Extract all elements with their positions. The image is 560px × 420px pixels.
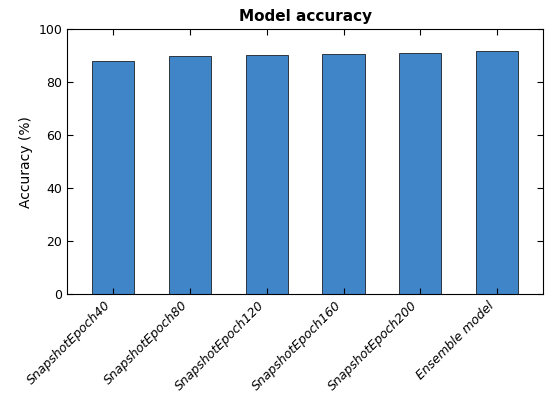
Bar xyxy=(323,54,365,294)
Bar xyxy=(399,53,441,294)
Bar xyxy=(92,60,134,294)
Bar xyxy=(169,56,211,294)
Bar xyxy=(246,55,288,294)
Y-axis label: Accuracy (%): Accuracy (%) xyxy=(19,116,33,207)
Title: Model accuracy: Model accuracy xyxy=(239,9,372,24)
Bar xyxy=(476,51,518,294)
